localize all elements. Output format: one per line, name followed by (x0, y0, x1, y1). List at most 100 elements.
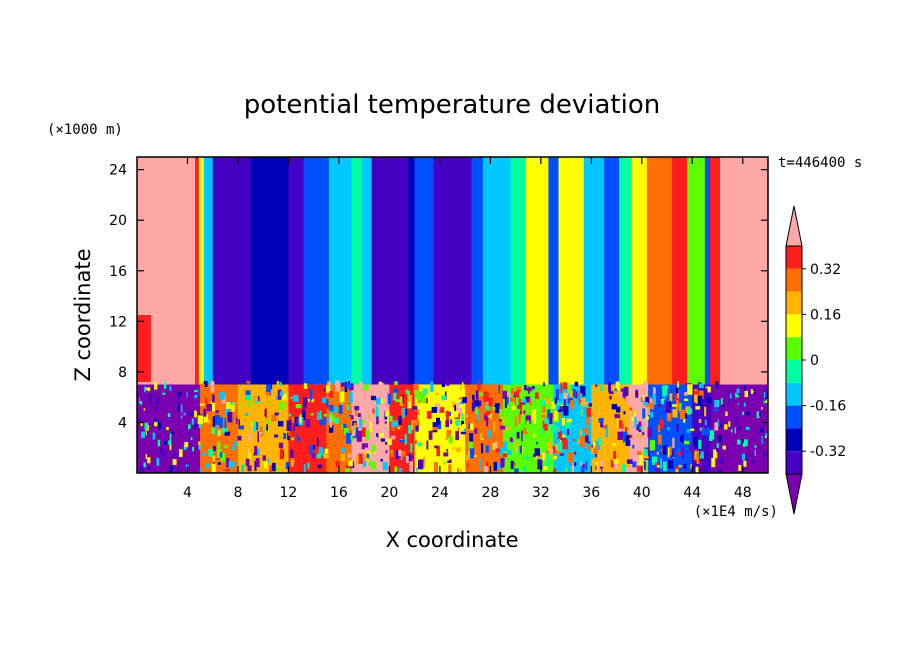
texture-cell (632, 444, 635, 449)
texture-cell (572, 468, 577, 473)
texture-cell (265, 391, 271, 396)
texture-cell (701, 428, 707, 436)
texture-cell (347, 414, 349, 418)
texture-cell (277, 420, 284, 427)
texture-cell (547, 409, 551, 419)
texture-cell (264, 409, 267, 417)
texture-cell (728, 421, 731, 427)
texture-cell (227, 411, 233, 423)
texture-cell (579, 393, 583, 400)
texture-cell (341, 424, 345, 430)
texture-cell (439, 397, 444, 407)
texture-cell (756, 411, 760, 419)
texture-cell (279, 448, 284, 460)
texture-cell (593, 442, 598, 454)
texture-cell (345, 468, 351, 473)
texture-cell (704, 419, 707, 426)
texture-cell (647, 427, 652, 438)
texture-cell (179, 449, 183, 458)
upper-column-14 (433, 157, 473, 385)
texture-cell (515, 445, 518, 453)
texture-cell (611, 403, 618, 410)
texture-cell (712, 439, 715, 446)
texture-cell (348, 428, 351, 434)
texture-cell (324, 448, 329, 456)
texture-cell (648, 406, 651, 415)
texture-cell (278, 442, 284, 449)
texture-cell (473, 439, 478, 447)
texture-cell (658, 434, 662, 445)
texture-cell (475, 406, 479, 415)
texture-cell (677, 389, 679, 398)
texture-cell (237, 435, 242, 441)
texture-cell (571, 462, 575, 473)
texture-cell (718, 426, 721, 430)
texture-cell (398, 415, 402, 425)
texture-cell (738, 425, 741, 430)
texture-cell (650, 412, 654, 418)
texture-cell (210, 401, 216, 412)
texture-cell (699, 461, 703, 470)
texture-cell (591, 444, 594, 448)
texture-cell (585, 461, 589, 471)
texture-cell (358, 453, 363, 464)
texture-cell (521, 406, 524, 416)
texture-cell (567, 384, 572, 394)
texture-cell (542, 403, 546, 413)
texture-cell (212, 394, 215, 403)
texture-cell (765, 433, 768, 437)
texture-cell (720, 398, 723, 406)
texture-cell (379, 432, 384, 438)
texture-cell (346, 404, 349, 411)
x-tick-label: 24 (431, 485, 449, 501)
texture-cell (224, 431, 231, 436)
texture-cell (739, 439, 744, 444)
texture-cell (145, 453, 147, 459)
texture-cell (249, 445, 255, 453)
texture-cell (310, 413, 314, 416)
texture-cell (346, 432, 352, 444)
texture-cell (588, 441, 591, 444)
texture-cell (186, 391, 188, 398)
texture-cell (655, 467, 660, 473)
texture-cell (705, 439, 710, 443)
texture-cell (664, 385, 669, 390)
texture-cell (646, 416, 649, 420)
texture-cell (599, 466, 604, 473)
texture-cell (303, 464, 306, 473)
upper-column-12 (408, 157, 416, 385)
texture-cell (662, 394, 666, 400)
texture-cell (615, 381, 620, 391)
texture-cell (328, 425, 334, 433)
texture-cell (553, 429, 559, 437)
x-tick-label: 4 (183, 485, 192, 501)
texture-cell (637, 415, 640, 420)
texture-cell (613, 459, 618, 470)
texture-cell (206, 403, 212, 412)
texture-cell (178, 459, 180, 468)
texture-cell (311, 398, 314, 403)
texture-cell (230, 401, 233, 405)
texture-cell (317, 464, 322, 469)
texture-cell (493, 421, 495, 432)
texture-cell (673, 468, 679, 473)
texture-cell (323, 414, 328, 417)
texture-cell (665, 402, 671, 414)
texture-cell (404, 408, 408, 416)
texture-cell (452, 401, 456, 408)
texture-cell (352, 428, 356, 437)
texture-cell (632, 408, 635, 416)
texture-cell (547, 441, 553, 453)
texture-cell (660, 458, 662, 469)
texture-cell (522, 399, 527, 403)
texture-cell (629, 434, 633, 441)
texture-cell (460, 421, 465, 426)
texture-cell (418, 459, 424, 470)
texture-cell (255, 421, 259, 431)
texture-cell (307, 462, 310, 469)
texture-cell (535, 452, 538, 460)
x-tick-label: 12 (280, 485, 298, 501)
texture-cell (175, 388, 177, 396)
texture-cell (506, 380, 512, 385)
texture-cell (580, 386, 586, 397)
